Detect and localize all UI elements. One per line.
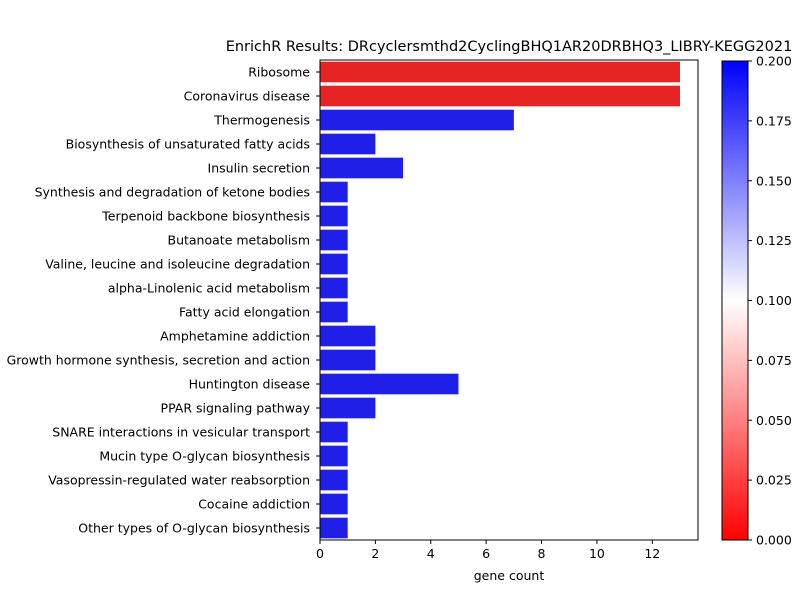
category-label: Fatty acid elongation <box>179 305 310 320</box>
x-tick-label: 2 <box>371 546 379 561</box>
category-label: Vasopressin-regulated water reabsorption <box>48 473 310 488</box>
category-label: Thermogenesis <box>213 113 310 128</box>
bar <box>320 61 680 83</box>
bar <box>320 373 459 395</box>
category-label: Cocaine addiction <box>198 497 310 512</box>
colorbar-tick-label: 0.175 <box>756 113 792 128</box>
category-label: Insulin secretion <box>208 161 310 176</box>
category-label: Ribosome <box>248 65 310 80</box>
x-tick-label: 10 <box>589 546 605 561</box>
colorbar-tick-label: 0.200 <box>756 54 792 69</box>
category-label: Terpenoid backbone biosynthesis <box>101 209 310 224</box>
category-label: alpha-Linolenic acid metabolism <box>108 281 310 296</box>
category-label: Synthesis and degradation of ketone bodi… <box>35 185 310 200</box>
category-label: Mucin type O-glycan biosynthesis <box>99 449 310 464</box>
x-tick-label: 8 <box>538 546 546 561</box>
colorbar-tick-label: 0.100 <box>756 293 792 308</box>
bar <box>320 493 348 515</box>
bar <box>320 109 514 131</box>
colorbar <box>721 60 749 541</box>
bar <box>320 397 376 419</box>
colorbar-tick-label: 0.125 <box>756 233 792 248</box>
category-label: Huntington disease <box>189 377 311 392</box>
bar <box>320 181 348 203</box>
bar <box>320 133 376 155</box>
category-labels: Ribosome Coronavirus disease Thermogenesis… <box>7 65 320 536</box>
chart-title: EnrichR Results: DRcyclersmthd2CyclingBH… <box>226 39 793 55</box>
x-axis-label: gene count <box>474 568 545 583</box>
category-label: PPAR signaling pathway <box>161 401 311 416</box>
category-label: Amphetamine addiction <box>160 329 310 344</box>
x-tick-label: 12 <box>644 546 660 561</box>
x-tick-label: 6 <box>482 546 490 561</box>
bar <box>320 445 348 467</box>
colorbar-tick-label: 0.150 <box>756 173 792 188</box>
colorbar-tick-label: 0.025 <box>756 473 792 488</box>
bar <box>320 325 376 347</box>
bar <box>320 421 348 443</box>
category-label: Growth hormone synthesis, secretion and … <box>7 353 310 368</box>
bar <box>320 205 348 227</box>
bar <box>320 469 348 491</box>
bar <box>320 253 348 275</box>
bar <box>320 301 348 323</box>
bar <box>320 517 348 539</box>
bar <box>320 157 404 179</box>
bars-group <box>320 61 680 539</box>
category-label: Butanoate metabolism <box>168 233 311 248</box>
bar <box>320 277 348 299</box>
bar <box>320 85 680 107</box>
bar <box>320 349 376 371</box>
bar <box>320 229 348 251</box>
colorbar-ticks: 0.000 0.025 0.050 0.075 0.100 0.125 0.150 0.175… <box>748 54 792 548</box>
colorbar-tick-label: 0.000 <box>756 533 792 548</box>
category-label: Coronavirus disease <box>184 89 311 104</box>
colorbar-tick-label: 0.050 <box>756 413 792 428</box>
category-label: SNARE interactions in vesicular transpor… <box>52 425 310 440</box>
plot-frame <box>319 59 699 541</box>
x-tick-label: 0 <box>316 546 324 561</box>
x-axis: 0 2 4 6 8 10 12 <box>316 540 660 561</box>
colorbar-tick-label: 0.075 <box>756 353 792 368</box>
category-label: Valine, leucine and isoleucine degradati… <box>45 257 310 272</box>
x-tick-label: 4 <box>427 546 435 561</box>
category-label: Biosynthesis of unsaturated fatty acids <box>66 137 310 152</box>
category-label: Other types of O-glycan biosynthesis <box>78 521 310 536</box>
